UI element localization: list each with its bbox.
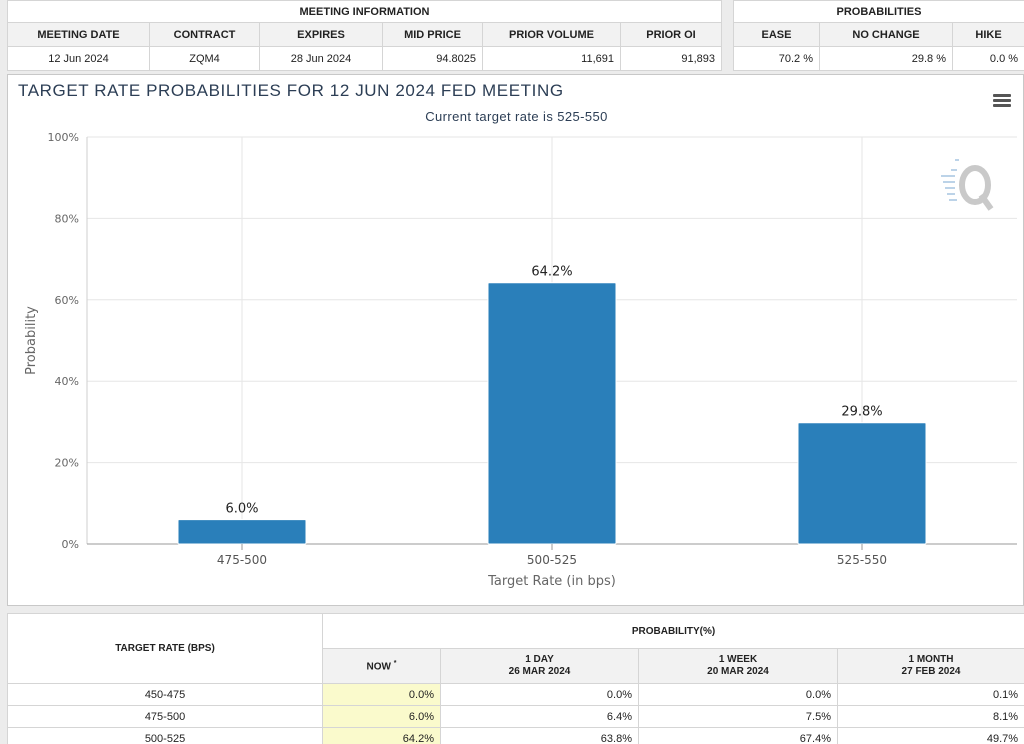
rate-probability-table: TARGET RATE (BPS) PROBABILITY(%) NOW * 1… <box>7 613 1024 744</box>
one-month-date: 27 FEB 2024 <box>901 666 961 677</box>
one-week-value: 7.5% <box>638 705 838 728</box>
mid-price-value: 94.8025 <box>382 46 483 71</box>
bar-500-525 <box>487 282 617 545</box>
rate-cell: 475-500 <box>7 705 323 728</box>
meeting-information-panel: MEETING INFORMATION MEETING DATE CONTRAC… <box>7 0 722 71</box>
chart-title: TARGET RATE PROBABILITIES FOR 12 JUN 202… <box>18 81 564 100</box>
prior-oi-header: PRIOR OI <box>620 22 722 47</box>
probabilities-header: PROBABILITIES <box>732 0 1024 23</box>
target-rate-header: TARGET RATE (BPS) <box>7 613 323 684</box>
no-change-header: NO CHANGE <box>819 22 953 47</box>
one-day-value: 6.4% <box>440 705 639 728</box>
x-tick-label: 500-525 <box>527 553 577 567</box>
now-marker: * <box>393 660 397 668</box>
ease-value: 70.2 % <box>733 46 820 71</box>
hamburger-menu-icon[interactable] <box>993 94 1011 108</box>
one-week-value: 67.4% <box>638 727 838 744</box>
probability-header: PROBABILITY(%) <box>321 613 1024 649</box>
probability-chart: 0% 20% 40% 60% 80% 100% 6.0% 475-500 64.2% 500-52… <box>24 131 1017 589</box>
x-tick-label: 475-500 <box>217 553 267 567</box>
x-axis-title: Target Rate (in bps) <box>487 574 616 589</box>
rate-probability-panel: TARGET RATE (BPS) PROBABILITY(%) NOW * 1… <box>7 613 1024 744</box>
y-tick-label: 40% <box>55 375 79 388</box>
now-value: 64.2% <box>322 727 441 744</box>
meeting-information-header: MEETING INFORMATION <box>7 0 722 23</box>
chart-subtitle: Current target rate is 525-550 <box>425 109 608 124</box>
one-week-value: 0.0% <box>638 683 838 706</box>
watermark-logo-icon <box>941 159 994 211</box>
contract-header: CONTRACT <box>149 22 260 47</box>
one-week-date: 20 MAR 2024 <box>707 666 769 677</box>
y-tick-label: 80% <box>55 212 79 225</box>
now-value: 0.0% <box>322 683 441 706</box>
hike-header: HIKE <box>951 22 1024 47</box>
one-month-value: 0.1% <box>836 683 1024 706</box>
one-month-value: 8.1% <box>836 705 1024 728</box>
chart-panel: 0% 20% 40% 60% 80% 100% 6.0% 475-500 64.2% 500-52… <box>7 74 1024 606</box>
one-month-value: 49.7% <box>836 727 1024 744</box>
no-change-value: 29.8 % <box>819 46 953 71</box>
expires-header: EXPIRES <box>259 22 383 47</box>
one-month-label: 1 MONTH <box>908 654 954 665</box>
one-day-date: 26 MAR 2024 <box>508 666 571 677</box>
one-day-header: 1 DAY 26 MAR 2024 <box>440 648 639 684</box>
ease-header: EASE <box>733 22 820 47</box>
rate-cell: 450-475 <box>7 683 323 706</box>
y-tick-label: 60% <box>55 294 79 307</box>
one-month-header: 1 MONTH 27 FEB 2024 <box>836 648 1024 684</box>
prior-volume-value: 11,691 <box>482 46 621 71</box>
mid-price-header: MID PRICE <box>382 22 483 47</box>
y-tick-label: 20% <box>55 457 79 470</box>
probabilities-panel: PROBABILITIES EASE NO CHANGE HIKE 70.2 %… <box>732 0 1024 71</box>
now-value: 6.0% <box>322 705 441 728</box>
x-tick-label: 525-550 <box>837 553 887 567</box>
prior-oi-value: 91,893 <box>620 46 722 71</box>
probabilities-table: PROBABILITIES EASE NO CHANGE HIKE 70.2 %… <box>732 0 1024 71</box>
table-row: 475-500 6.0% 6.4% 7.5% 8.1% <box>7 705 1024 728</box>
y-tick-label: 100% <box>48 131 79 144</box>
bar-value-label: 6.0% <box>225 502 258 517</box>
rate-cell: 500-525 <box>7 727 323 744</box>
bar-value-label: 29.8% <box>841 405 882 420</box>
one-day-value: 63.8% <box>440 727 639 744</box>
one-week-header: 1 WEEK 20 MAR 2024 <box>638 648 838 684</box>
meeting-date-header: MEETING DATE <box>7 22 150 47</box>
now-label: NOW <box>366 661 391 673</box>
contract-value: ZQM4 <box>149 46 260 71</box>
one-day-label: 1 DAY <box>525 654 554 665</box>
y-tick-label: 0% <box>62 538 79 551</box>
hike-value: 0.0 % <box>951 46 1024 71</box>
bar-525-550 <box>797 422 927 545</box>
meeting-date-value: 12 Jun 2024 <box>7 46 150 71</box>
one-week-label: 1 WEEK <box>718 654 758 665</box>
bar-value-label: 64.2% <box>531 265 572 280</box>
now-header: NOW * <box>322 648 441 684</box>
one-day-value: 0.0% <box>440 683 639 706</box>
table-row: 450-475 0.0% 0.0% 0.0% 0.1% <box>7 683 1024 706</box>
bar-475-500 <box>177 519 307 545</box>
y-axis-title: Probability <box>24 306 39 375</box>
prior-volume-header: PRIOR VOLUME <box>482 22 621 47</box>
table-row: 500-525 64.2% 63.8% 67.4% 49.7% <box>7 727 1024 744</box>
expires-value: 28 Jun 2024 <box>259 46 383 71</box>
meeting-information-table: MEETING INFORMATION MEETING DATE CONTRAC… <box>7 0 722 71</box>
